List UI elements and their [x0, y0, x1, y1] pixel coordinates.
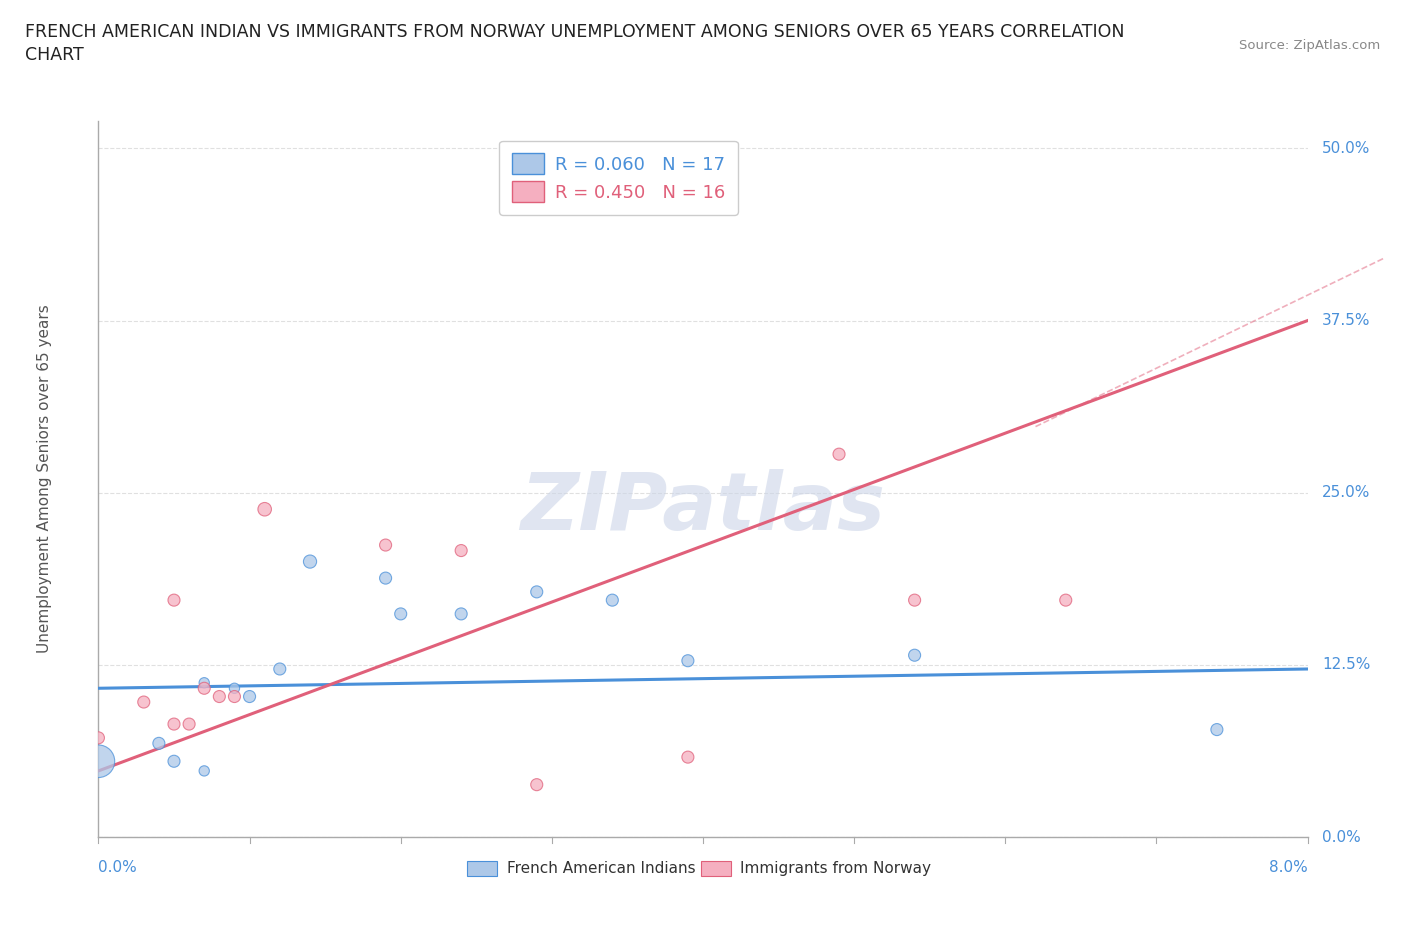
- Point: [179, 717, 201, 732]
- Point: [389, 606, 412, 621]
- Bar: [700, 860, 731, 876]
- Point: [163, 754, 186, 769]
- Text: FRENCH AMERICAN INDIAN VS IMMIGRANTS FROM NORWAY UNEMPLOYMENT AMONG SENIORS OVER: FRENCH AMERICAN INDIAN VS IMMIGRANTS FRO…: [25, 23, 1125, 41]
- Point: [676, 750, 699, 764]
- Text: Unemployment Among Seniors over 65 years: Unemployment Among Seniors over 65 years: [37, 305, 52, 653]
- Point: [676, 653, 699, 668]
- Point: [374, 538, 396, 552]
- Point: [1206, 723, 1229, 737]
- Text: 37.5%: 37.5%: [1322, 313, 1371, 328]
- Point: [193, 764, 215, 778]
- Text: French American Indians: French American Indians: [508, 861, 696, 876]
- Point: [450, 606, 472, 621]
- Point: [1054, 592, 1077, 607]
- Point: [374, 571, 396, 586]
- Text: 8.0%: 8.0%: [1268, 860, 1308, 875]
- Point: [299, 554, 322, 569]
- Point: [163, 717, 186, 732]
- Point: [904, 592, 927, 607]
- Text: Immigrants from Norway: Immigrants from Norway: [741, 861, 932, 876]
- Point: [224, 689, 246, 704]
- Text: 25.0%: 25.0%: [1322, 485, 1371, 500]
- Text: CHART: CHART: [25, 46, 84, 64]
- Text: 0.0%: 0.0%: [1322, 830, 1361, 844]
- Point: [904, 648, 927, 663]
- Point: [193, 675, 215, 690]
- Point: [526, 584, 548, 599]
- Bar: [467, 860, 498, 876]
- Point: [253, 502, 276, 517]
- Point: [239, 689, 262, 704]
- Text: Source: ZipAtlas.com: Source: ZipAtlas.com: [1240, 39, 1381, 52]
- Point: [224, 681, 246, 696]
- Point: [163, 592, 186, 607]
- Point: [193, 681, 215, 696]
- Text: 12.5%: 12.5%: [1322, 658, 1371, 672]
- Text: 50.0%: 50.0%: [1322, 141, 1371, 156]
- Text: 0.0%: 0.0%: [98, 860, 138, 875]
- Point: [602, 592, 624, 607]
- Point: [87, 754, 110, 769]
- Point: [87, 730, 110, 745]
- Point: [269, 661, 291, 676]
- Point: [450, 543, 472, 558]
- Text: ZIPatlas: ZIPatlas: [520, 469, 886, 547]
- Point: [132, 695, 155, 710]
- Legend: R = 0.060   N = 17, R = 0.450   N = 16: R = 0.060 N = 17, R = 0.450 N = 16: [499, 140, 738, 215]
- Point: [208, 689, 231, 704]
- Point: [526, 777, 548, 792]
- Point: [148, 736, 170, 751]
- Point: [828, 446, 851, 461]
